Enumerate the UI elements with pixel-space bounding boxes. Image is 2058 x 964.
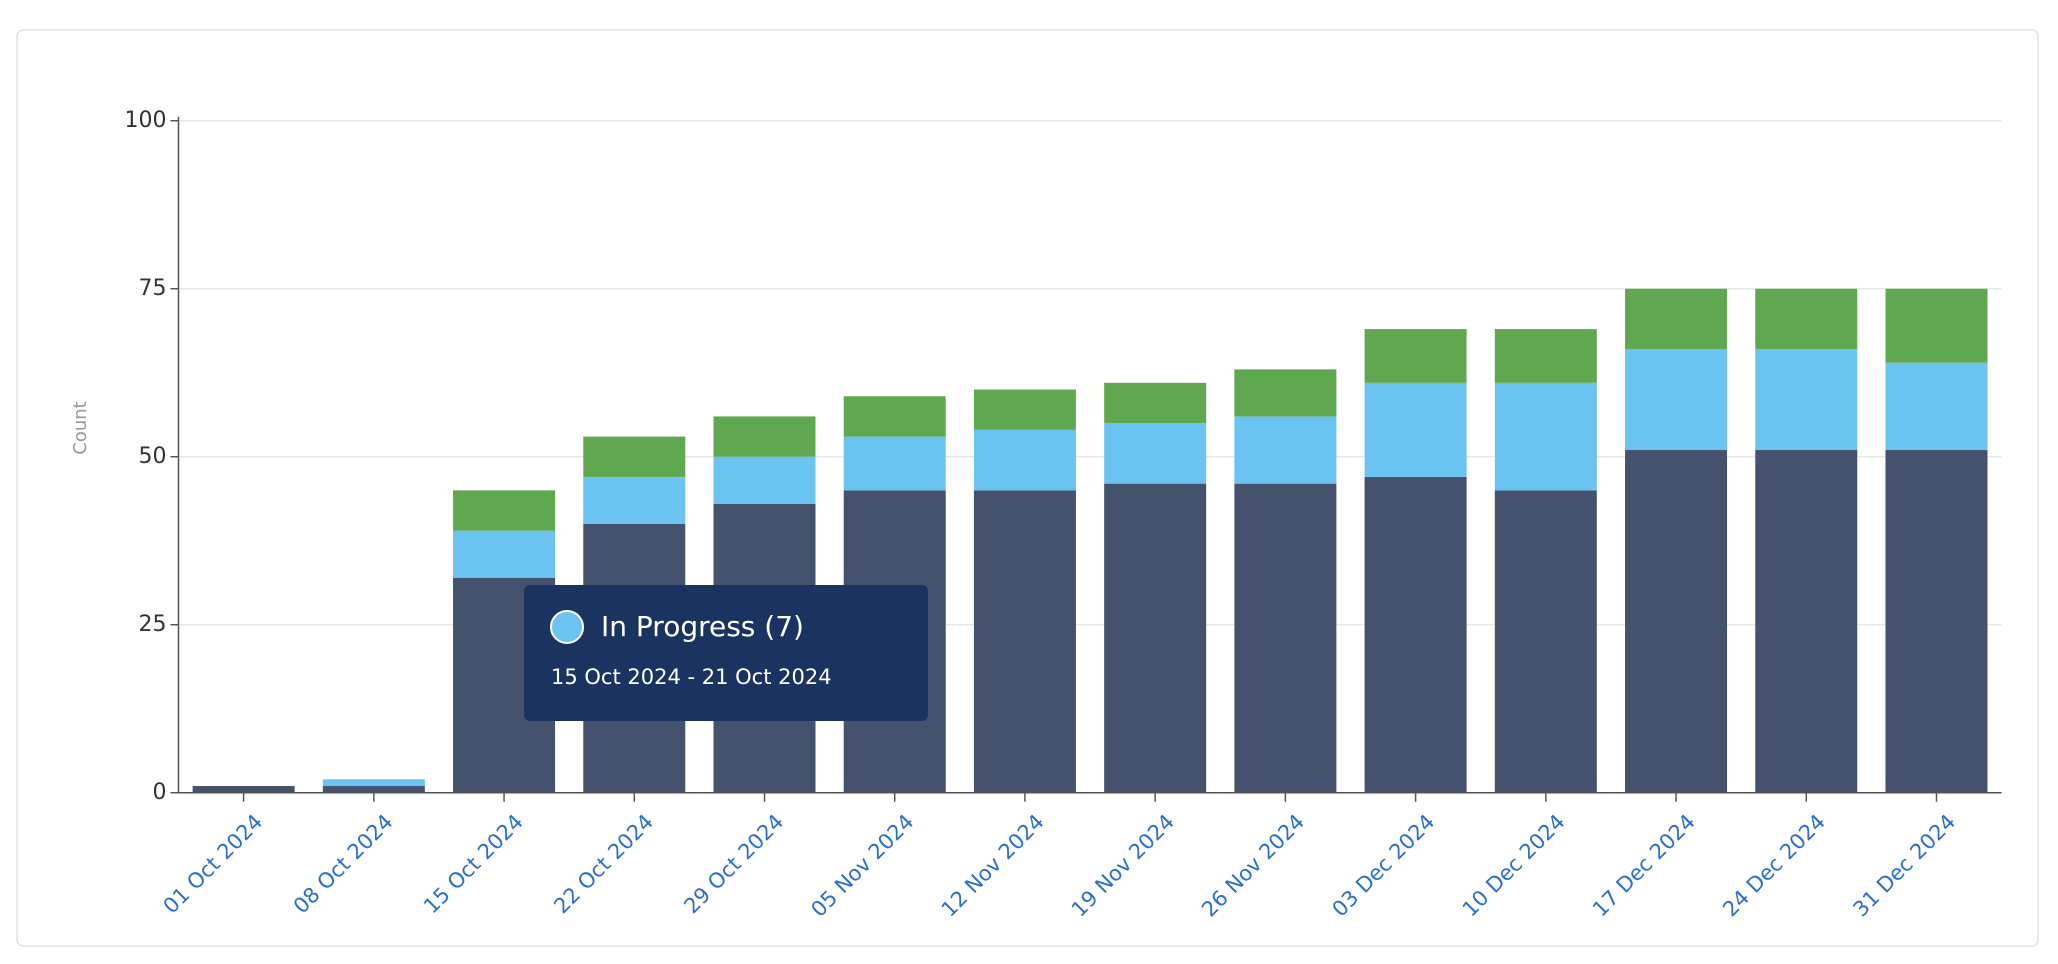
bar-segment	[192, 786, 295, 793]
bar-segment	[1494, 329, 1597, 383]
bar-segment	[1104, 423, 1207, 484]
tooltip: In Progress (7) 15 Oct 2024 - 21 Oct 202…	[524, 585, 928, 721]
y-tick-label: 0	[153, 780, 167, 805]
bar-segment	[1364, 382, 1467, 477]
bar-segment	[1104, 382, 1207, 424]
bar-segment	[1625, 349, 1728, 451]
bar-segment	[453, 490, 556, 531]
bar-segment	[1234, 369, 1337, 417]
y-tick-label: 50	[139, 444, 167, 469]
bar-segment	[1625, 450, 1728, 793]
bar-segment	[1234, 416, 1337, 484]
bar-segment	[1755, 349, 1858, 451]
bar-segment	[713, 416, 816, 457]
bar-segment	[1755, 450, 1858, 793]
tooltip-range: 15 Oct 2024 - 21 Oct 2024	[551, 665, 832, 689]
tooltip-box	[524, 585, 928, 721]
bar-segment	[1494, 490, 1597, 793]
bar-segment	[1885, 362, 1988, 451]
y-tick-label: 75	[139, 276, 167, 301]
bar-segment	[1885, 450, 1988, 793]
bar-segment	[713, 456, 816, 504]
bar-segment	[1364, 329, 1467, 383]
y-tick-label: 100	[125, 108, 167, 133]
bar-segment	[1494, 382, 1597, 491]
bar-segment	[843, 436, 946, 491]
bar-segment	[1364, 476, 1467, 793]
bar-segment	[1625, 288, 1728, 350]
tooltip-swatch	[550, 610, 584, 644]
bar-segment	[1234, 483, 1337, 793]
bar-segment	[322, 786, 425, 793]
bar-segment	[583, 436, 686, 477]
bar-segment	[1104, 483, 1207, 793]
bar-segment	[973, 389, 1076, 430]
bar-segment	[453, 530, 556, 578]
bar-segment	[973, 490, 1076, 793]
bar-segment	[1885, 288, 1988, 363]
y-tick-label: 25	[139, 612, 167, 637]
bar-segment	[1755, 288, 1858, 350]
bar-segment	[322, 779, 425, 787]
bar-segment	[583, 476, 686, 524]
y-axis-label: Count	[70, 401, 91, 454]
bar-segment	[843, 396, 946, 437]
tooltip-label: In Progress (7)	[601, 610, 804, 643]
bar-segment	[973, 429, 1076, 491]
